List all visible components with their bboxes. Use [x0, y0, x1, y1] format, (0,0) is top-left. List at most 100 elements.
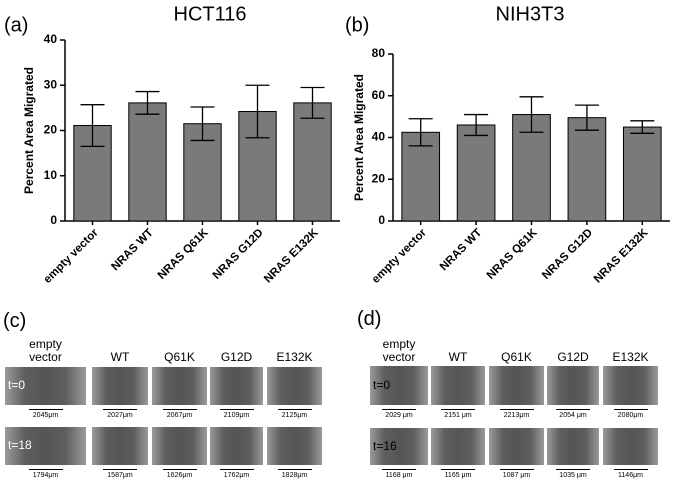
scale-label: 2109μm [219, 409, 254, 419]
error-bar [190, 106, 215, 142]
row-label: t=0 [373, 377, 391, 392]
error-bar [574, 104, 599, 131]
x-tick-label: NRAS Q61K [485, 226, 541, 282]
error-bar [245, 84, 270, 139]
error-bar [80, 104, 105, 147]
micrograph [5, 427, 86, 465]
x-tick-label: NRAS G12D [211, 227, 266, 282]
error-bar [464, 113, 489, 137]
panel-label: (a) [4, 14, 28, 36]
micrograph [370, 366, 428, 405]
x-tick-label: NRAS WT [109, 227, 155, 273]
micrograph [603, 366, 658, 405]
panel-label: (b) [345, 14, 369, 36]
micrograph [547, 366, 599, 405]
micrograph [210, 427, 263, 465]
column-header: G12D [220, 350, 253, 364]
scale-label: 1168 μm [382, 469, 416, 479]
scale-label: 2029 μm [382, 409, 416, 419]
scale-label: 2054 μm [556, 409, 590, 419]
micrograph [603, 428, 658, 465]
scale-label: 2067μm [162, 409, 197, 419]
error-bar [135, 90, 160, 115]
micrograph [267, 367, 322, 405]
scale-label: 1087 μm [499, 469, 534, 479]
micrograph [152, 427, 207, 465]
bar [293, 102, 332, 222]
micrograph [489, 366, 544, 405]
column-header: empty vector [29, 337, 62, 364]
scale-label: 1828μm [277, 469, 312, 479]
scale-label: 2080μm [613, 409, 648, 419]
x-tick-label: empty vector [42, 226, 101, 285]
micrograph [92, 427, 148, 465]
scale-label: 1762μm [219, 469, 254, 479]
x-tick-label: NRAS WT [438, 227, 484, 273]
y-tick-label: 40 [372, 130, 386, 144]
micrograph [431, 366, 485, 405]
column-header: E132K [612, 350, 649, 364]
y-tick-label: 20 [44, 123, 58, 137]
y-tick-label: 30 [44, 77, 58, 91]
y-tick-label: 80 [372, 46, 386, 60]
scale-label: 1626μm [162, 469, 197, 479]
panel-label: (d) [357, 308, 382, 330]
chart-title: NIH3T3 [496, 3, 565, 25]
y-tick-label: 20 [372, 171, 386, 185]
scale-label: 1794μm [28, 469, 63, 479]
bar [456, 124, 496, 222]
scale-label: 2045μm [28, 409, 63, 419]
bar [401, 131, 441, 222]
bar [622, 126, 662, 222]
x-tick-label: NRAS Q61K [156, 226, 212, 282]
bar [567, 117, 607, 222]
scale-label: 2125μm [277, 409, 312, 419]
scale-label: 2027μm [103, 409, 137, 419]
micrograph [92, 367, 148, 405]
error-bar [408, 118, 433, 147]
row-label: t=16 [373, 438, 397, 453]
micrograph [5, 367, 86, 405]
micrograph [489, 428, 544, 465]
column-header: E132K [276, 350, 313, 364]
x-tick-label: NRAS G12D [540, 227, 595, 282]
error-bar [630, 120, 655, 134]
y-tick-label: 60 [372, 88, 386, 102]
column-header: Q61K [501, 350, 532, 364]
y-tick-label: 40 [44, 32, 58, 46]
row-label: t=0 [8, 378, 26, 392]
scale-label: 1165 μm [441, 469, 475, 479]
scale-label: 1146μm [613, 469, 648, 479]
scale-label: 2151 μm [441, 409, 475, 419]
bar [128, 102, 167, 222]
column-header: Q61K [164, 350, 195, 364]
micrograph [547, 428, 599, 465]
micrograph [267, 427, 322, 465]
error-bar [519, 96, 544, 133]
micrograph [431, 428, 485, 465]
chart-title: HCT116 [174, 3, 247, 25]
scale-label: 1587μm [103, 469, 137, 479]
error-bar [300, 86, 325, 119]
y-tick-label: 10 [44, 168, 58, 182]
row-label: t=18 [8, 438, 32, 452]
micrograph [152, 367, 207, 405]
scale-label: 1035 μm [556, 469, 590, 479]
micrograph [370, 428, 428, 465]
column-header: G12D [557, 350, 589, 364]
panel-label: (c) [3, 310, 27, 332]
scale-label: 2213μm [499, 409, 534, 419]
column-header: WT [110, 350, 130, 364]
x-tick-label: empty vector [370, 226, 429, 285]
y-axis-label: Percent Area Migrated [352, 74, 366, 201]
y-tick-label: 0 [50, 213, 57, 227]
column-header: empty vector [382, 337, 416, 364]
x-tick-label: NRAS E132K [592, 226, 651, 285]
x-tick-label: NRAS E132K [262, 226, 321, 285]
y-tick-label: 0 [378, 213, 385, 227]
micrograph [210, 367, 263, 405]
y-axis-label: Percent Area Migrated [22, 67, 36, 194]
column-header: WT [448, 350, 468, 364]
